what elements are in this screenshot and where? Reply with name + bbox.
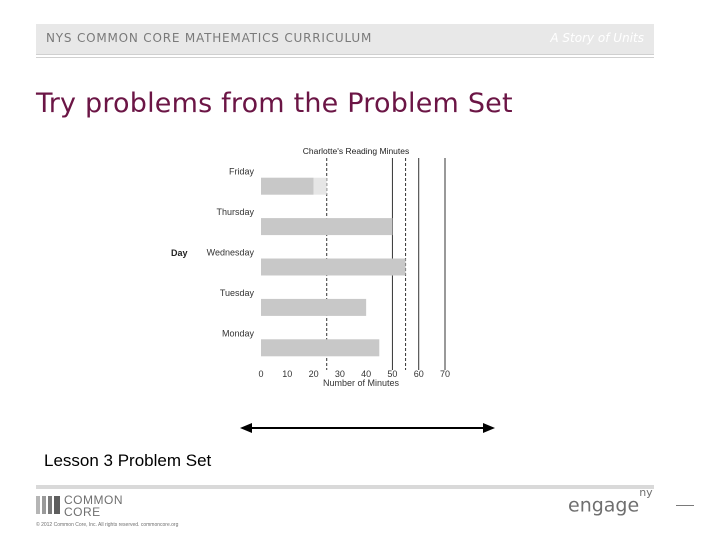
x-tick-label: 70 xyxy=(440,369,450,379)
x-tick-label: 20 xyxy=(309,369,319,379)
logo-word-common: COMMON xyxy=(64,493,123,507)
chart-title: Charlotte's Reading Minutes xyxy=(303,146,410,156)
category-label: Monday xyxy=(222,328,255,338)
bar-extension xyxy=(313,177,327,195)
curriculum-label: NYS COMMON CORE MATHEMATICS CURRICULUM xyxy=(46,31,373,45)
category-label: Wednesday xyxy=(207,248,255,258)
category-label: Friday xyxy=(229,167,255,177)
category-label: Tuesday xyxy=(220,288,255,298)
header-bar: NYS COMMON CORE MATHEMATICS CURRICULUM A… xyxy=(36,24,654,55)
series-label: A Story of Units xyxy=(550,31,644,45)
y-axis-title: Day xyxy=(171,248,188,258)
arrow-right-icon xyxy=(483,423,495,433)
engageny-logo: engageny xyxy=(568,486,653,517)
bar-chart: Charlotte's Reading Minutes Friday Thursda… xyxy=(171,146,495,433)
brand-word: engage xyxy=(568,494,640,517)
x-axis-title: Number of Minutes xyxy=(323,378,400,388)
bar xyxy=(261,298,367,316)
x-tick-label: 60 xyxy=(414,369,424,379)
footer-divider xyxy=(36,485,654,489)
footer-right-rule xyxy=(676,505,694,506)
x-tick-label: 30 xyxy=(335,369,345,379)
brand-superscript: ny xyxy=(639,486,653,499)
x-tick-label: 0 xyxy=(258,369,263,379)
x-tick-label: 40 xyxy=(361,369,371,379)
copyright-text: © 2012 Common Core, Inc. All rights rese… xyxy=(36,522,179,528)
logo-word-core: CORE xyxy=(64,505,101,519)
common-core-logo-icon xyxy=(36,496,60,514)
bar xyxy=(261,177,314,195)
lesson-caption: Lesson 3 Problem Set xyxy=(44,451,212,470)
bar xyxy=(261,258,406,276)
slide-title: Try problems from the Problem Set xyxy=(36,88,513,119)
bar xyxy=(261,339,380,357)
x-tick-label: 50 xyxy=(387,369,397,379)
x-tick-label: 10 xyxy=(282,369,292,379)
header-divider xyxy=(36,57,654,58)
category-label: Thursday xyxy=(216,207,254,217)
bar xyxy=(261,218,393,236)
arrow-left-icon xyxy=(240,423,252,433)
